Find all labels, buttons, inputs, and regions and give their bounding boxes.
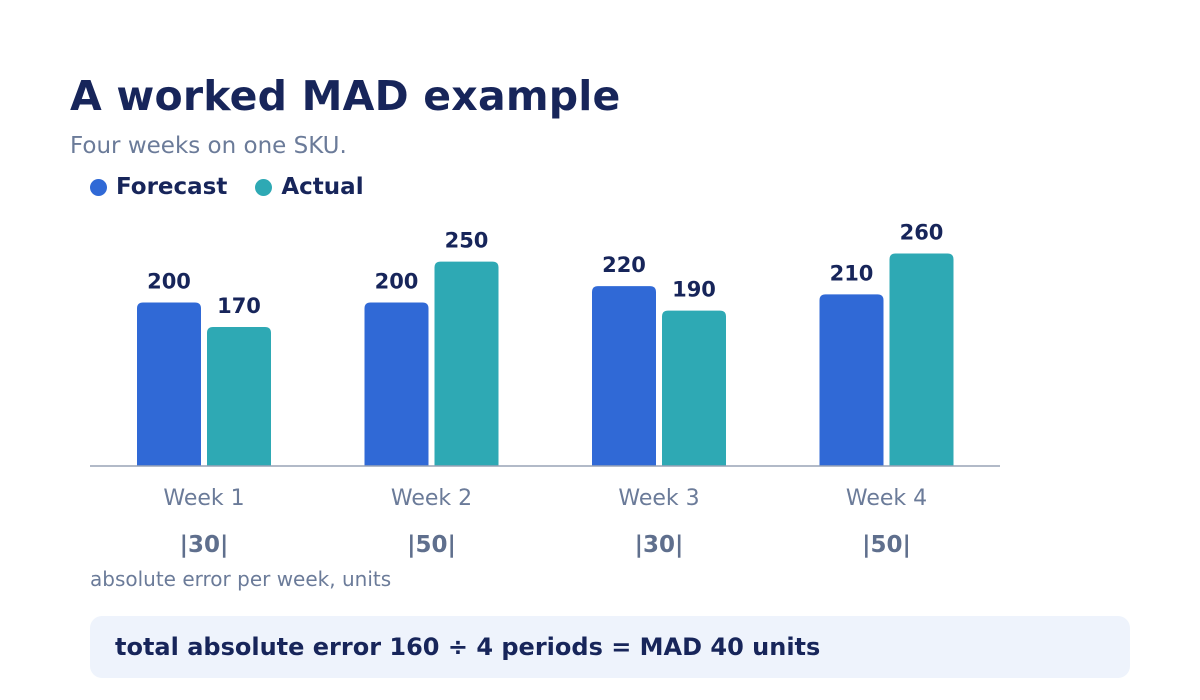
chart-subtitle: Four weeks on one SKU. [70,133,347,159]
legend-swatch-actual [255,178,273,196]
bar-value-actual-week-4: 260 [900,220,944,244]
legend-item-forecast: Forecast [90,172,227,202]
bar-value-forecast-week-4: 210 [830,261,874,285]
legend: Forecast Actual [90,172,364,202]
x-tick-label-week-3: Week 3 [618,486,699,511]
bar-actual-week-1 [207,327,271,466]
x-tick-label-week-1: Week 1 [163,486,244,511]
bar-value-forecast-week-3: 220 [602,253,646,277]
error-caption: absolute error per week, units [90,567,392,591]
legend-label-actual: Actual [281,174,364,200]
bar-forecast-week-3 [592,286,656,466]
abs-error-week-4: |50| [862,532,911,558]
bar-value-forecast-week-1: 200 [147,270,191,294]
legend-swatch-forecast [90,178,107,196]
legend-item-actual: Actual [255,172,364,202]
bar-actual-week-2 [434,261,499,466]
bar-forecast-week-4 [819,294,884,466]
bar-value-forecast-week-2: 200 [375,270,419,294]
bar-value-actual-week-3: 190 [672,278,716,302]
summary-text: total absolute error 160 ÷ 4 periods = M… [115,633,821,661]
bar-forecast-week-1 [137,302,201,466]
x-tick-label-week-4: Week 4 [846,486,927,511]
summary-box: total absolute error 160 ÷ 4 periods = M… [90,616,1130,678]
x-tick-label-week-2: Week 2 [391,486,472,511]
bar-actual-week-3 [662,310,726,466]
chart-title: A worked MAD example [70,72,621,120]
abs-error-week-3: |30| [635,532,684,558]
abs-error-week-2: |50| [407,532,456,558]
bar-chart: 200 170 Week 1 |30| 200 250 Week 2 |50| 220 190 We… [90,220,1000,558]
abs-error-week-1: |30| [180,532,229,558]
legend-label-forecast: Forecast [116,174,228,200]
bar-actual-week-4 [889,253,954,466]
bar-value-actual-week-2: 250 [445,229,489,253]
bar-forecast-week-2 [364,302,429,466]
bar-value-actual-week-1: 170 [217,294,261,318]
